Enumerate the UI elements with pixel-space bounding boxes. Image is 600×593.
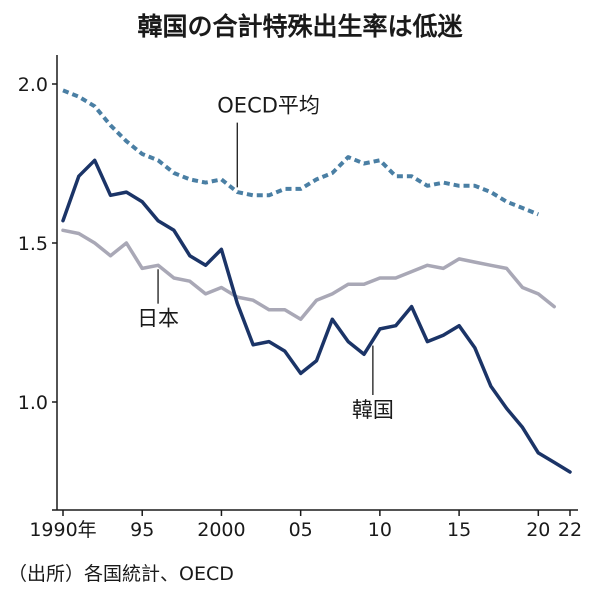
x-tick-label: 10	[368, 519, 392, 541]
y-tick-label: 1.5	[18, 233, 48, 255]
axes: 1.0 1.5 2.0 1990年 95 2000 05 10 15 20 22	[18, 55, 582, 541]
x-tick-label: 1990年	[29, 519, 96, 541]
series-lines	[61, 88, 572, 474]
x-tick-label: 22	[558, 519, 582, 541]
series-label-japan: 日本	[137, 307, 179, 331]
y-tick-label: 2.0	[18, 74, 48, 96]
series-line-2	[61, 228, 556, 322]
x-tick-label: 95	[130, 519, 154, 541]
series-label-korea: 韓国	[352, 398, 394, 422]
series-label-oecd: OECD平均	[217, 94, 320, 118]
x-tick-label: 20	[526, 519, 550, 541]
x-tick-label: 15	[447, 519, 471, 541]
y-tick-label: 1.0	[18, 392, 48, 414]
series-line-3	[61, 158, 572, 474]
series-line-1	[62, 88, 540, 217]
x-tick-label: 2000	[197, 519, 245, 541]
source-note: （出所）各国統計、OECD	[8, 563, 234, 585]
x-tick-label: 05	[289, 519, 313, 541]
chart-title: 韓国の合計特殊出生率は低迷	[137, 12, 463, 41]
